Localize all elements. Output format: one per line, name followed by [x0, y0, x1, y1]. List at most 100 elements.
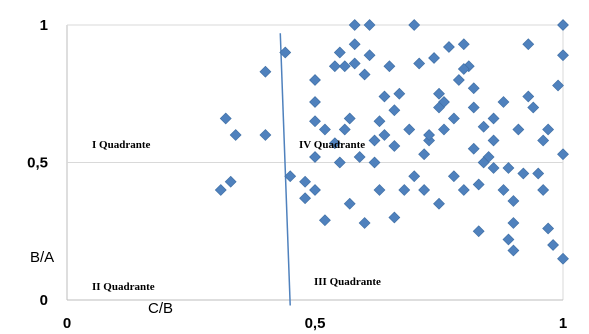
y-tick-label: 0,5	[27, 155, 48, 172]
data-point	[457, 38, 470, 51]
data-point	[363, 19, 376, 31]
data-point	[328, 60, 341, 73]
data-point	[309, 96, 321, 108]
data-point	[507, 217, 520, 229]
data-point	[477, 120, 490, 133]
data-point	[403, 123, 416, 136]
data-point	[537, 184, 550, 196]
data-point	[502, 233, 515, 246]
divider-line	[279, 33, 291, 306]
data-point	[408, 19, 421, 31]
data-point	[487, 162, 500, 174]
data-point	[467, 101, 480, 114]
data-point	[309, 151, 321, 163]
data-point	[542, 222, 555, 235]
data-point	[447, 170, 460, 183]
data-point	[517, 167, 530, 180]
data-point	[343, 112, 356, 125]
data-point	[413, 57, 426, 70]
y-tick-label: 0	[40, 292, 48, 309]
data-point	[487, 134, 500, 147]
data-point	[284, 170, 297, 183]
data-point	[522, 38, 535, 51]
quadrant-label-i: I Quadrante	[92, 139, 150, 151]
data-point	[358, 68, 371, 81]
y-tick-label: 1	[40, 17, 48, 34]
data-point	[467, 82, 480, 95]
data-point	[433, 197, 445, 210]
data-point	[358, 217, 371, 229]
data-point	[373, 115, 386, 128]
data-point	[368, 156, 381, 169]
data-point	[477, 156, 490, 169]
data-point	[388, 211, 401, 224]
data-point	[557, 19, 569, 31]
quadrant-label-ii: II Quadrante	[92, 281, 155, 293]
data-point	[309, 115, 321, 128]
quadrant-label-iv: IV Quadrante	[299, 139, 365, 151]
data-point	[522, 90, 535, 103]
axis-tick-labels: 0 0,5 1 0 0,5 1	[27, 17, 567, 332]
data-point	[299, 175, 312, 188]
data-point	[497, 184, 510, 196]
x-tick-label: 0,5	[305, 315, 326, 332]
data-point	[214, 184, 227, 196]
data-point	[348, 38, 361, 51]
data-point	[378, 90, 391, 103]
data-point	[299, 192, 312, 205]
data-point	[368, 134, 381, 147]
x-axis-label: C/B	[148, 300, 173, 317]
data-point	[383, 60, 396, 73]
data-point	[373, 184, 386, 196]
data-point	[557, 252, 569, 265]
data-point	[418, 184, 431, 196]
data-point	[502, 162, 515, 174]
data-point	[423, 129, 436, 141]
data-point	[309, 184, 321, 196]
data-point	[557, 49, 569, 62]
data-point	[467, 142, 480, 155]
x-tick-label: 0	[63, 315, 71, 332]
data-point	[457, 184, 470, 196]
y-axis-label: B/A	[30, 249, 54, 266]
data-point	[507, 195, 520, 207]
data-point	[532, 167, 545, 180]
data-point	[398, 184, 411, 196]
data-point	[353, 151, 366, 163]
data-point	[512, 123, 525, 136]
data-point	[472, 178, 485, 191]
data-point	[438, 123, 450, 136]
data-point	[338, 123, 351, 136]
data-point	[428, 52, 440, 64]
data-point	[507, 244, 520, 257]
data-point	[378, 129, 391, 141]
data-point	[447, 112, 460, 125]
data-point	[497, 96, 510, 108]
data-point	[318, 123, 331, 136]
data-point	[433, 101, 445, 114]
data-point	[224, 175, 237, 188]
data-point	[418, 148, 431, 161]
data-point	[348, 57, 361, 70]
data-point	[229, 129, 242, 141]
data-point	[259, 65, 272, 78]
quadrant-divider	[279, 33, 291, 306]
quadrant-label-iii: III Quadrante	[314, 276, 381, 288]
data-point	[388, 140, 401, 152]
data-point	[557, 148, 569, 161]
data-point	[338, 60, 351, 73]
data-point	[537, 134, 550, 147]
x-tick-label: 1	[559, 315, 567, 332]
data-point	[343, 197, 356, 210]
data-point	[487, 112, 500, 125]
data-point	[542, 123, 555, 136]
data-point	[393, 87, 406, 100]
data-point	[333, 46, 346, 59]
data-point	[452, 74, 465, 86]
data-point	[318, 214, 331, 227]
data-point	[552, 79, 564, 92]
data-point	[328, 137, 341, 150]
data-point	[309, 74, 321, 86]
data-point	[388, 104, 401, 117]
